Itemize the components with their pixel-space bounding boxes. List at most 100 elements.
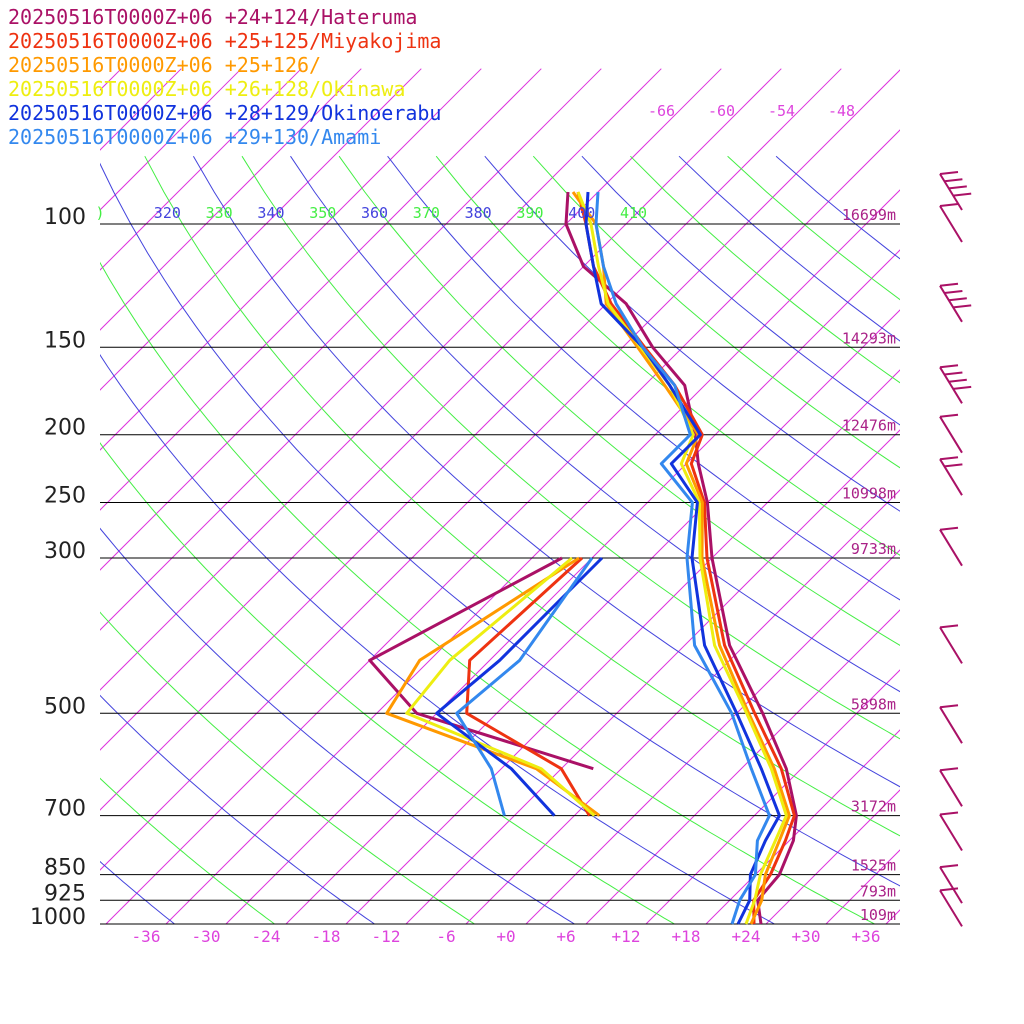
wind-barb-flag bbox=[939, 704, 959, 709]
height-label: 12476m bbox=[842, 417, 896, 435]
dry-adiabat-line bbox=[100, 860, 175, 924]
dry-adiabat-line bbox=[581, 155, 900, 426]
dry-adiabat-line bbox=[192, 155, 900, 788]
wind-barb-flag bbox=[939, 413, 959, 418]
isotherm-line bbox=[585, 609, 900, 924]
isotherm-line bbox=[100, 68, 722, 691]
temperature-tick-label: +30 bbox=[792, 927, 821, 946]
temperature-profile-line bbox=[576, 191, 788, 925]
pressure-label: 1000 bbox=[30, 905, 86, 930]
temperature-tick-label: -24 bbox=[252, 927, 281, 946]
sounding-profiles bbox=[368, 191, 798, 925]
wind-barb-staff bbox=[939, 626, 963, 664]
dry-adiabat-line bbox=[775, 155, 900, 260]
wind-barb-staff bbox=[939, 173, 963, 211]
theta-label: 360 bbox=[361, 204, 388, 222]
isotherm-line bbox=[465, 489, 900, 924]
isotherm-line bbox=[946, 69, 1024, 924]
isotherm-line bbox=[405, 429, 900, 924]
wind-barb-flag bbox=[939, 171, 959, 175]
dry-adiabat-line bbox=[100, 777, 275, 924]
height-label: 5898m bbox=[851, 695, 896, 713]
pressure-label: 700 bbox=[44, 797, 86, 822]
theta-label: 370 bbox=[413, 204, 440, 222]
legend-entry: 20250516T0000Z+06 +28+129/Okinoerabu bbox=[8, 101, 441, 125]
legend-entry: 20250516T0000Z+06 +24+124/Hateruma bbox=[8, 5, 417, 29]
dry-adiabat-line bbox=[100, 354, 775, 924]
height-label: 9733m bbox=[851, 540, 896, 558]
temperature-tick-label: +36 bbox=[852, 927, 881, 946]
isotherm-line bbox=[100, 68, 362, 331]
height-label: 16699m bbox=[842, 206, 896, 224]
temperature-tick-label: -12 bbox=[372, 927, 401, 946]
isotherm-line bbox=[100, 68, 602, 571]
wind-barb bbox=[939, 171, 972, 211]
series-3 bbox=[405, 191, 788, 925]
isotherm-line bbox=[285, 309, 900, 924]
wind-barb bbox=[939, 413, 963, 454]
dry-adiabat-line bbox=[100, 162, 900, 887]
dry-adiabat-line bbox=[435, 155, 900, 556]
wind-barb-flag bbox=[939, 282, 959, 287]
dewpoint-profile-line bbox=[368, 556, 594, 771]
isotherm-line bbox=[100, 68, 662, 631]
temperature-tick-label: +6 bbox=[556, 927, 575, 946]
temperature-profile-line bbox=[584, 191, 781, 925]
wind-barb-staff bbox=[939, 769, 963, 807]
height-label: 3172m bbox=[851, 798, 896, 816]
dry-adiabat-line bbox=[100, 442, 675, 924]
height-label: 10998m bbox=[842, 485, 896, 503]
wind-barb-staff bbox=[939, 529, 963, 567]
dry-adiabat-line bbox=[100, 527, 575, 924]
wind-barb-flag bbox=[939, 203, 959, 207]
legend-entry: 20250516T0000Z+06 +25+125/Miyakojima bbox=[8, 29, 441, 53]
temperature-tick-label: +24 bbox=[732, 927, 761, 946]
isotherm-line bbox=[345, 369, 900, 924]
isotherm-line bbox=[100, 68, 302, 271]
isotherm-line bbox=[100, 68, 782, 751]
isotherm-line bbox=[100, 68, 182, 151]
wind-barb-staff bbox=[939, 706, 963, 744]
theta-label: 400 bbox=[568, 204, 595, 222]
background-lines bbox=[100, 68, 1024, 924]
wind-barb bbox=[939, 887, 963, 927]
wind-barb-flag bbox=[939, 864, 959, 869]
theta-label: 350 bbox=[309, 204, 336, 222]
temperature-tick-label: +18 bbox=[672, 927, 701, 946]
isotherm-line bbox=[100, 69, 900, 871]
pressure-label: 250 bbox=[44, 484, 86, 509]
wind-barb bbox=[939, 203, 963, 243]
temperature-profile-line bbox=[564, 191, 798, 925]
temperature-tick-label: +0 bbox=[496, 927, 515, 946]
isotherm-line bbox=[100, 68, 842, 811]
wind-barb-flag bbox=[944, 371, 963, 376]
wind-barb-flag bbox=[948, 378, 967, 383]
dry-adiabat-line bbox=[387, 155, 900, 601]
temperature-profile-line bbox=[594, 191, 771, 925]
legend-entry: 20250516T0000Z+06 +29+130/Amami bbox=[8, 125, 381, 149]
pressure-label: 500 bbox=[44, 694, 86, 719]
temperature-profile-line bbox=[576, 191, 796, 925]
temperature-tick-label: -18 bbox=[312, 927, 341, 946]
dry-adiabat-line bbox=[241, 155, 900, 740]
theta-label: 410 bbox=[620, 204, 647, 222]
pressure-label: 200 bbox=[44, 416, 86, 441]
height-label: 793m bbox=[860, 882, 896, 900]
wind-barb-flag bbox=[939, 456, 959, 461]
wind-barb-flag bbox=[944, 178, 963, 183]
isotherm-label: -48 bbox=[828, 102, 855, 120]
wind-barb-flag bbox=[939, 364, 959, 369]
theta-label: 390 bbox=[516, 204, 543, 222]
pressure-label: 300 bbox=[44, 539, 86, 564]
isotherm-line bbox=[165, 189, 900, 924]
isotherm-line bbox=[100, 68, 422, 391]
dewpoint-profile-line bbox=[455, 557, 594, 817]
wind-barb-staff bbox=[939, 458, 963, 496]
wind-barb bbox=[939, 456, 963, 496]
wind-barb-flag bbox=[944, 290, 963, 294]
theta-label: 330 bbox=[206, 204, 233, 222]
wind-barb-flag bbox=[939, 811, 959, 816]
temperature-tick-label: -30 bbox=[192, 927, 221, 946]
dry-adiabat-line bbox=[290, 155, 900, 693]
wind-barb-staff bbox=[939, 285, 963, 323]
